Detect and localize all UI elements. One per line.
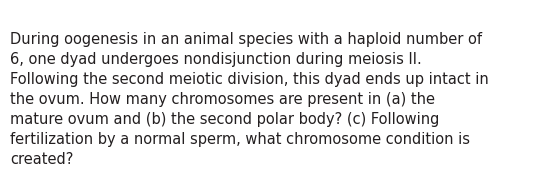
Text: During oogenesis in an animal species with a haploid number of
6, one dyad under: During oogenesis in an animal species wi… (10, 32, 489, 167)
